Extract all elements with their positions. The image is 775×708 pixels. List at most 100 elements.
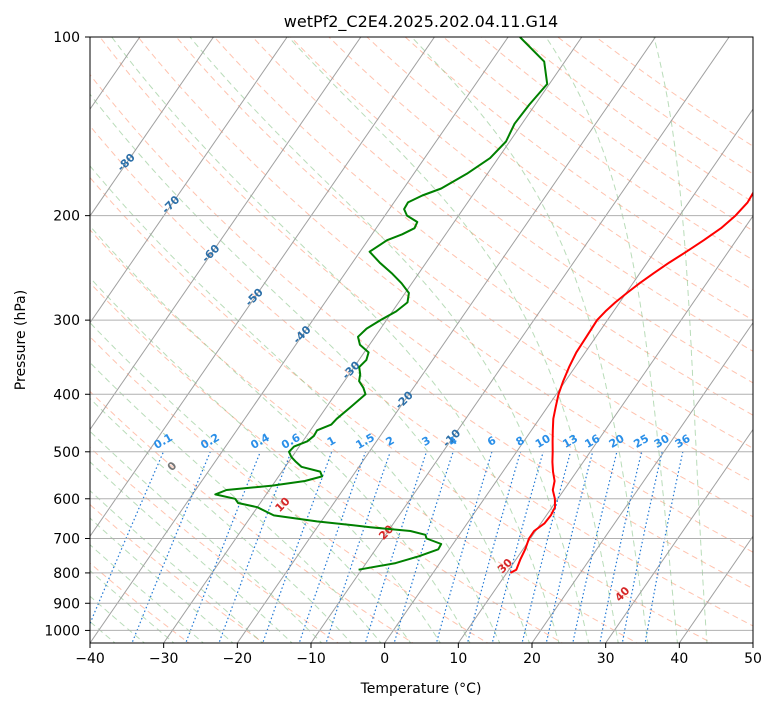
moist-adiabat-line [90, 277, 442, 643]
dewpoint-line [214, 37, 549, 571]
x-tick-label: 40 [670, 651, 688, 667]
moist-adiabat-line [90, 93, 530, 643]
x-axis: −40 −30 −20 −10 0 10 20 30 40 50 [75, 643, 762, 667]
moist-adiabats [90, 37, 708, 643]
temperature-line [509, 191, 753, 574]
y-tick-label: 400 [53, 387, 80, 403]
mixing-ratio-line [572, 451, 618, 643]
moist-adiabat-line [288, 37, 619, 643]
isotherm-label: -80 [115, 151, 138, 174]
y-axis: 100 200 300 400 500 600 700 800 900 1000 [44, 30, 90, 639]
mixing-ratio-line [185, 451, 261, 643]
isotherm-line [90, 37, 362, 431]
dry-adiabat-line [595, 37, 753, 147]
mixing-ratio-label: 0.2 [198, 431, 221, 452]
mixing-ratio-label: 25 [631, 432, 651, 451]
moist-adiabat-line [90, 165, 501, 643]
mixing-ratio-label: 16 [583, 432, 603, 451]
mixing-ratio-label: 13 [560, 432, 580, 451]
mixing-ratio-label: 0.1 [152, 431, 175, 452]
x-tick-label: 20 [523, 651, 541, 667]
isotherm-line [90, 37, 288, 324]
mixing-ratio-line [131, 451, 211, 643]
mixing-ratio-label: 3 [420, 434, 433, 449]
chart-title: wetPf2_C2E4.2025.202.04.11.G14 [284, 12, 558, 32]
isopleth-labels: -100-90-80-70-60-50-40-30-20-100.1 0.2 0.4… [31, 51, 693, 604]
y-axis-label: Pressure (hPa) [13, 290, 29, 390]
y-tick-label: 900 [53, 596, 80, 612]
mixing-ratio-label: 1.5 [354, 431, 377, 452]
isotherm-label: -50 [243, 285, 266, 308]
mixing-ratio-label: 2 [383, 434, 396, 449]
x-tick-label: 10 [449, 651, 467, 667]
moist-adiabat-line [411, 37, 649, 643]
x-tick-label: −20 [223, 651, 253, 667]
profile-lines [214, 37, 753, 574]
isotherm-line [531, 321, 753, 643]
isotherm-line [457, 215, 753, 643]
isotherm-line [0, 24, 2, 646]
mixing-ratio-line [435, 451, 493, 643]
dry-adiabat-line [90, 229, 639, 643]
mixing-ratio-line [325, 451, 391, 643]
y-tick-label: 600 [53, 492, 80, 508]
dry-adiabat-line [90, 125, 753, 627]
y-tick-label: 300 [53, 313, 80, 329]
theta-label: 40 [612, 584, 632, 604]
moist-adiabat-line [90, 321, 412, 643]
dry-adiabat-line [137, 37, 753, 518]
dry-adiabat-line [90, 336, 489, 643]
y-tick-label: 100 [53, 30, 80, 46]
plot-frame [89, 36, 754, 644]
isotherm-line [384, 108, 753, 643]
mixing-ratio-line [521, 451, 572, 643]
isotherm-line [0, 24, 75, 646]
isotherm-label: -100 [31, 51, 60, 80]
dry-adiabat-line [213, 37, 753, 449]
mixing-ratio-lines [90, 451, 684, 643]
moist-adiabat-line [111, 37, 560, 643]
isotherm-line [605, 428, 753, 643]
moist-adiabat-line [90, 544, 205, 643]
moist-adiabat-line [90, 430, 323, 643]
x-tick-label: −40 [75, 651, 105, 667]
dry-adiabat-line [366, 37, 753, 321]
mixing-ratio-line [393, 451, 454, 643]
x-tick-label: 30 [597, 651, 615, 667]
dry-adiabats [90, 37, 753, 643]
mixing-ratio-line [599, 451, 643, 643]
x-axis-label: Temperature (°C) [360, 681, 482, 697]
isotherm-label: -70 [159, 193, 182, 216]
y-tick-label: 800 [53, 566, 80, 582]
x-tick-label: −10 [296, 651, 326, 667]
isotherm-line [90, 37, 215, 217]
y-tick-label: 500 [53, 445, 80, 461]
mixing-ratio-line [262, 451, 333, 643]
mixing-ratio-label: 1 [325, 434, 338, 449]
dry-adiabat-line [90, 282, 564, 643]
mixing-ratio-line [644, 451, 684, 643]
moist-adiabat-line [189, 37, 590, 643]
y-tick-label: 700 [53, 532, 80, 548]
isotherm-line [90, 37, 509, 643]
dry-adiabat-line [90, 446, 340, 643]
moist-adiabat-line [90, 225, 471, 643]
mixing-ratio-line [491, 451, 544, 643]
isotherm-label: -60 [199, 242, 222, 265]
x-tick-label: 0 [380, 651, 389, 667]
dry-adiabat-line [251, 37, 753, 416]
theta-label: 20 [376, 522, 396, 542]
isotherm-line [678, 535, 753, 643]
moist-adiabat-line [90, 517, 234, 643]
isotherm-line [163, 37, 583, 643]
mixing-ratio-label: 8 [514, 434, 527, 449]
dry-adiabat-line [328, 37, 753, 352]
isotherm-line [90, 37, 436, 538]
dry-adiabat-line [442, 37, 753, 261]
isotherm-line [752, 642, 753, 643]
mixing-ratio-line [621, 451, 663, 643]
dry-adiabat-line [175, 37, 753, 483]
mixing-ratio-line [466, 451, 522, 643]
dry-adiabat-line [556, 37, 753, 175]
